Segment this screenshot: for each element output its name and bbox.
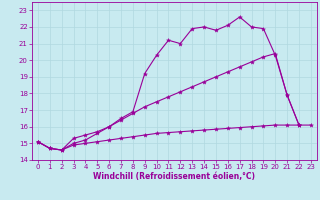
- X-axis label: Windchill (Refroidissement éolien,°C): Windchill (Refroidissement éolien,°C): [93, 172, 255, 181]
